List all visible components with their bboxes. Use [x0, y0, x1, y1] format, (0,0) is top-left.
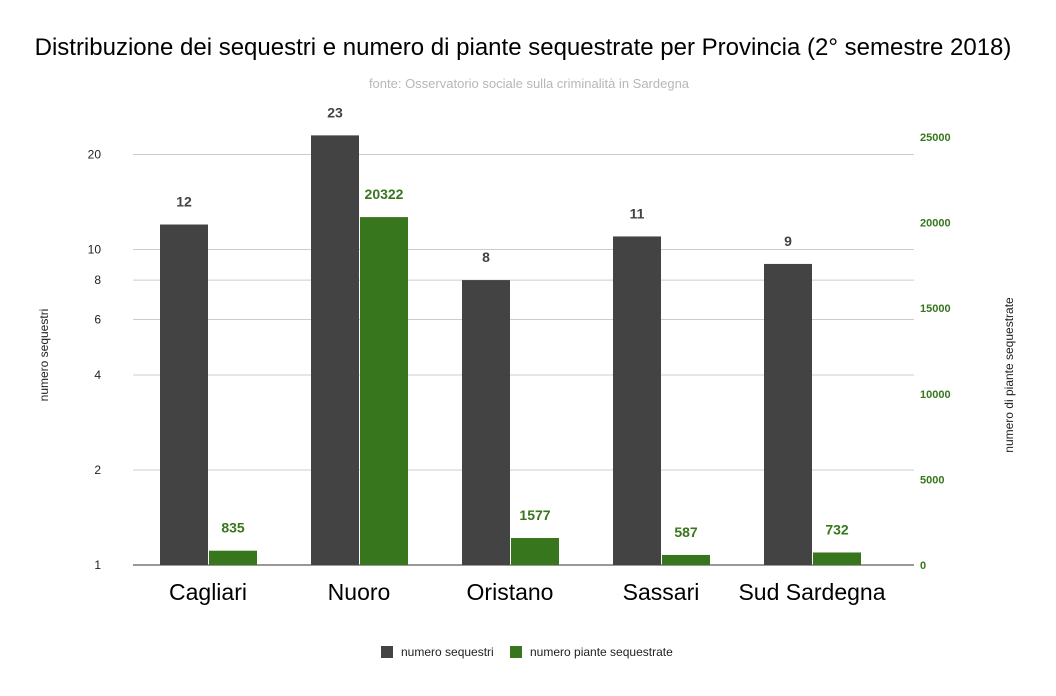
bar[interactable] [360, 217, 408, 566]
category-label: Oristano [467, 579, 554, 605]
left-tick-label: 20 [88, 148, 102, 162]
data-label: 11 [630, 205, 645, 221]
left-tick-label: 6 [94, 312, 101, 326]
category-label: Sud Sardegna [738, 579, 885, 605]
right-tick-label: 15000 [920, 303, 951, 315]
data-label: 1577 [519, 507, 550, 523]
left-tick-label: 10 [88, 243, 102, 257]
bar[interactable] [764, 263, 812, 565]
data-label: 732 [825, 521, 849, 537]
data-label: 12 [176, 194, 192, 210]
chart-subtitle: fonte: Osservatorio sociale sulla crimin… [368, 76, 690, 91]
left-tick-label: 4 [94, 368, 101, 382]
bar[interactable] [813, 552, 861, 565]
data-label: 9 [784, 233, 792, 249]
legend-label: numero piante sequestrate [530, 645, 673, 659]
data-label: 835 [221, 520, 245, 536]
bar[interactable] [209, 550, 257, 565]
left-tick-label: 1 [94, 558, 101, 572]
bar[interactable] [662, 554, 710, 565]
left-tick-label: 8 [94, 273, 101, 287]
data-label: 20322 [365, 186, 404, 202]
legend-swatch [381, 646, 393, 658]
data-label: 8 [482, 249, 490, 265]
bar[interactable] [160, 224, 208, 565]
left-tick-label: 2 [94, 463, 101, 477]
category-label: Cagliari [169, 579, 247, 605]
data-label: 587 [674, 524, 698, 540]
legend-label: numero sequestri [401, 645, 494, 659]
category-label: Nuoro [328, 579, 391, 605]
chart-title: Distribuzione dei sequestri e numero di … [34, 34, 1012, 61]
legend-swatch [510, 646, 522, 658]
right-tick-label: 0 [920, 560, 926, 572]
right-tick-label: 5000 [920, 474, 944, 486]
category-label: Sassari [623, 579, 700, 605]
right-tick-label: 25000 [920, 132, 951, 144]
right-tick-label: 20000 [920, 218, 951, 230]
bar[interactable] [613, 236, 661, 565]
bar[interactable] [511, 538, 559, 565]
bar[interactable] [462, 280, 510, 565]
bar[interactable] [311, 135, 359, 565]
right-tick-label: 10000 [920, 389, 951, 401]
right-axis-label: numero di piante sequestrate [1002, 297, 1016, 453]
left-axis-label: numero sequestri [37, 309, 51, 402]
data-label: 23 [327, 104, 343, 120]
